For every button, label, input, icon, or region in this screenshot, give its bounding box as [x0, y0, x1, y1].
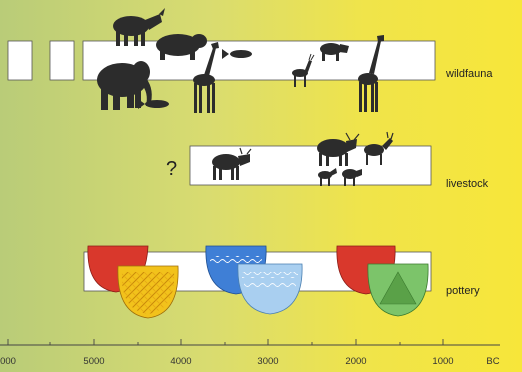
light-blue-pot-icon: [237, 263, 303, 315]
hippo-icon: [156, 34, 207, 60]
axis-unit-label: BC: [486, 356, 499, 367]
tick-label: 3000: [257, 356, 278, 367]
wildfauna-segment-2: [49, 40, 75, 81]
fish-icon-2: [138, 99, 169, 109]
cattle-icon-2: [317, 132, 360, 166]
tick-label: 5000: [83, 356, 104, 367]
livestock-label: livestock: [446, 178, 489, 190]
uncertain-mark: ?: [166, 158, 177, 180]
elephant-icon: [97, 61, 152, 110]
yellow-pot-icon: [117, 265, 179, 319]
buffalo-icon: [320, 43, 349, 61]
sheep-icon: [342, 169, 362, 186]
cattle-icon: [212, 147, 252, 180]
tick-label: 4000: [170, 356, 191, 367]
pottery-label: pottery: [446, 285, 480, 297]
tick-label: 2000: [345, 356, 366, 367]
time-axis: 000 5000 4000 3000 2000 1000 BC: [0, 339, 500, 367]
giraffe-icon-2: [358, 35, 384, 112]
wildfauna-segment-1: [7, 40, 33, 81]
goat-icon: [364, 131, 394, 165]
wildfauna-label: wildfauna: [445, 68, 493, 80]
rhino-icon: [113, 8, 165, 46]
fish-icon: [222, 49, 252, 59]
green-pot-icon: [367, 263, 429, 317]
antelope-icon: [292, 53, 315, 87]
tick-label: 1000: [432, 356, 453, 367]
giraffe-icon: [193, 42, 219, 113]
tick-label: 000: [0, 356, 16, 367]
goat-icon-2: [318, 168, 337, 186]
